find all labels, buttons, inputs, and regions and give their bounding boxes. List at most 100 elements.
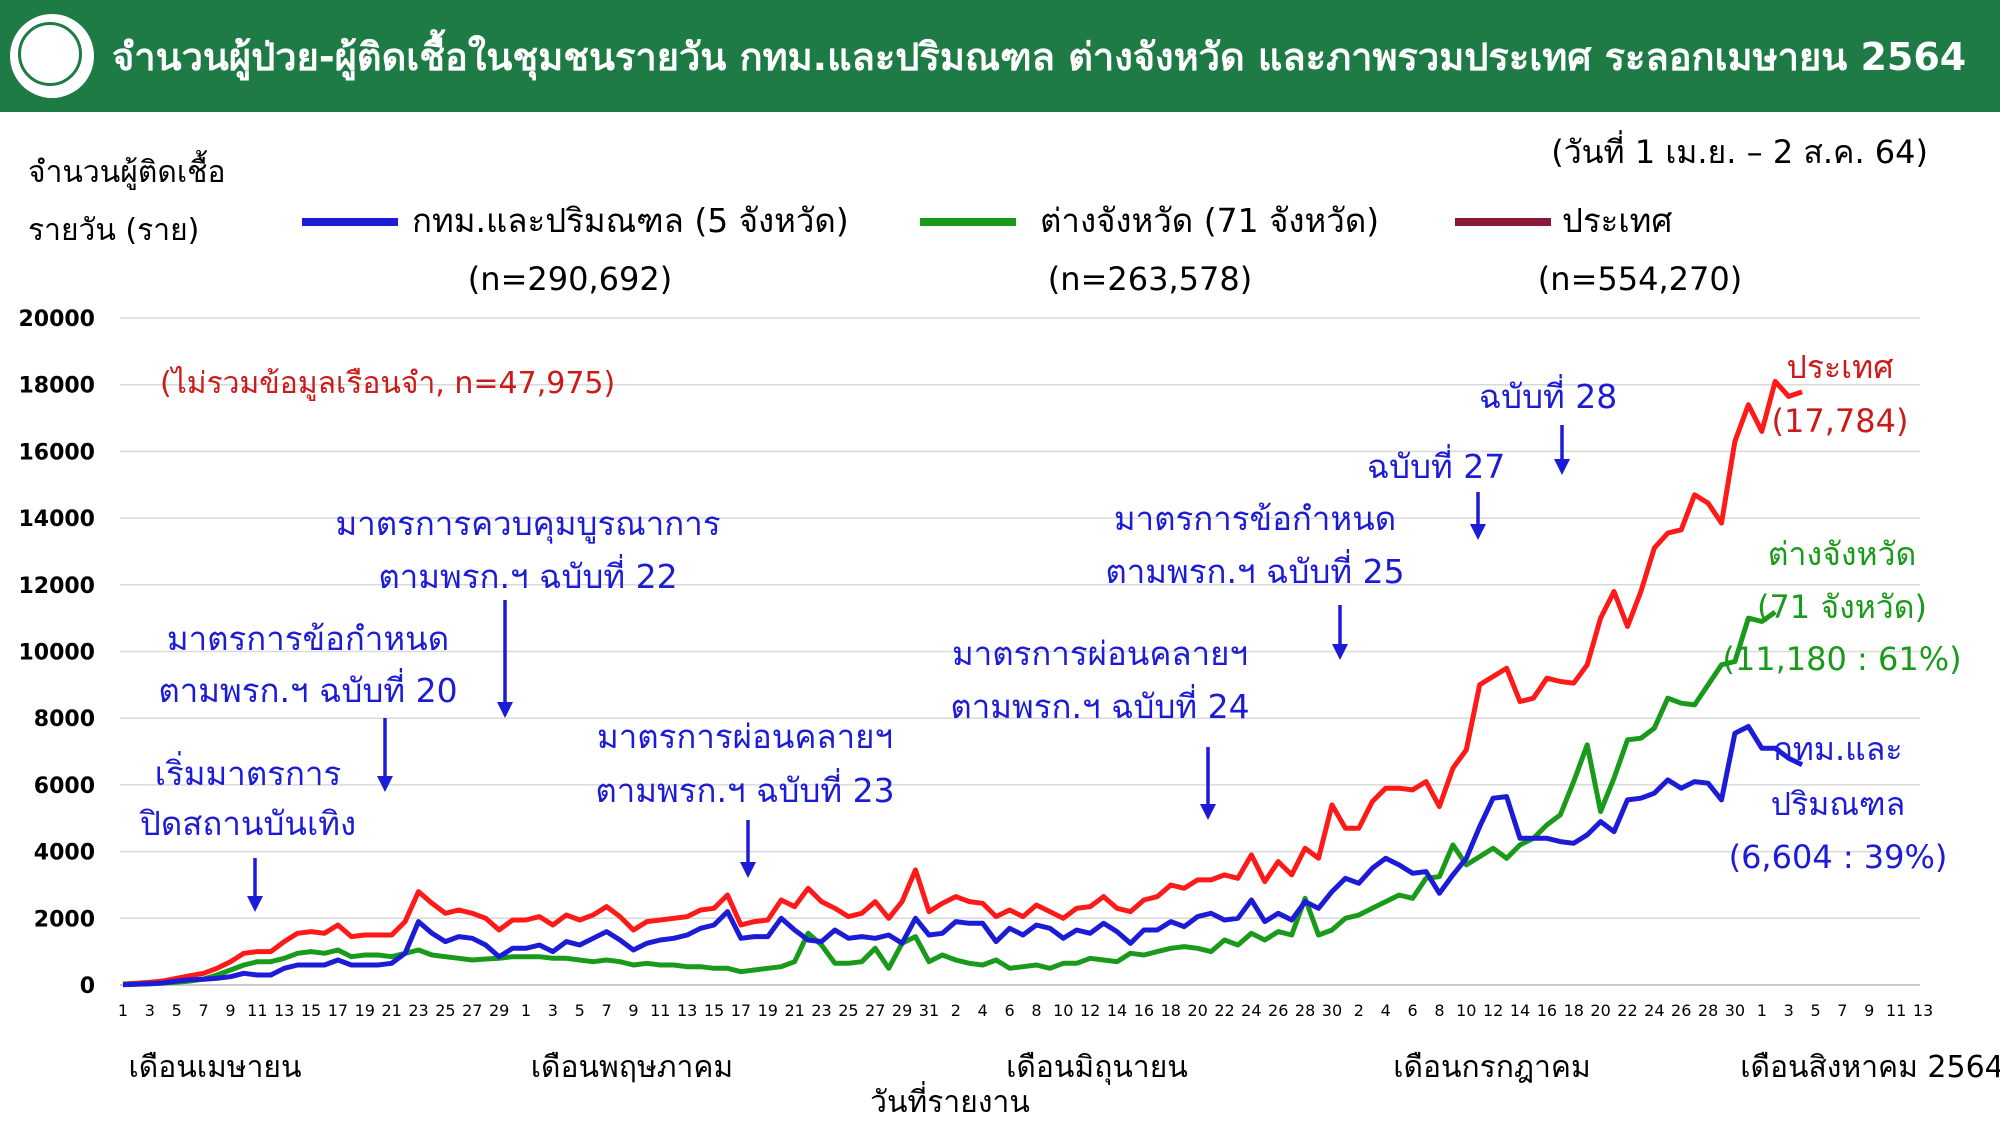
y-tick-label: 10000	[18, 641, 95, 666]
x-tick-label: 15	[301, 1001, 321, 1020]
arrow-head	[247, 896, 263, 912]
annotation-text: มาตรการควบคุมบูรณาการ	[335, 504, 720, 544]
x-tick-label: 26	[1671, 1001, 1691, 1020]
series-end-label: ปริมณฑล	[1771, 785, 1905, 823]
x-tick-label: 20	[1187, 1001, 1207, 1020]
legend-count: (n=290,692)	[468, 260, 672, 298]
x-tick-label: 24	[1644, 1001, 1664, 1020]
x-tick-label: 9	[1864, 1001, 1874, 1020]
annotation-text: มาตรการข้อกำหนด	[1114, 499, 1396, 538]
x-tick-label: 19	[355, 1001, 375, 1020]
note-text: (ไม่รวมข้อมูลเรือนจำ, n=47,975)	[160, 365, 615, 401]
x-tick-label: 13	[274, 1001, 294, 1020]
month-label: เดือนสิงหาคม 2564	[1740, 1050, 2000, 1085]
annotation-text: เริ่มมาตรการ	[155, 751, 341, 793]
x-tick-label: 28	[1295, 1001, 1315, 1020]
x-tick-label: 16	[1537, 1001, 1557, 1020]
x-tick-label: 22	[1617, 1001, 1637, 1020]
x-tick-label: 31	[919, 1001, 939, 1020]
annotation-text: ตามพรก.ฯ ฉบับที่ 25	[1105, 549, 1404, 591]
x-tick-label: 3	[145, 1001, 155, 1020]
y-axis-label: รายวัน (ราย)	[28, 213, 199, 248]
x-tick-label: 7	[1837, 1001, 1847, 1020]
date-range-label: (วันที่ 1 เม.ย. – 2 ส.ค. 64)	[1551, 130, 1928, 171]
x-tick-label: 9	[225, 1001, 235, 1020]
x-tick-label: 5	[575, 1001, 585, 1020]
page-title: จำนวนผู้ป่วย-ผู้ติดเชื้อในชุมชนรายวัน กท…	[112, 35, 1967, 79]
x-tick-label: 25	[435, 1001, 455, 1020]
y-axis-ticks: 0 2000 4000 6000 8000 10000 12000 14000 16000 180…	[18, 307, 95, 999]
x-tick-label: 18	[1161, 1001, 1181, 1020]
series-end-label: ต่างจังหวัด	[1768, 535, 1917, 573]
y-tick-label: 4000	[34, 841, 95, 866]
y-tick-label: 6000	[34, 774, 95, 799]
x-tick-label: 3	[1784, 1001, 1794, 1020]
x-tick-label: 14	[1107, 1001, 1127, 1020]
y-tick-label: 20000	[18, 307, 95, 332]
x-tick-label: 26	[1268, 1001, 1288, 1020]
y-tick-label: 16000	[18, 440, 95, 465]
x-axis-ticks: 1 3 5 7 9 11 13 15 17 19 21 23 25 27 29 1 3 5 7 9 11 13 15 17 19…	[118, 1001, 1933, 1020]
series-end-label: (71 จังหวัด)	[1757, 588, 1927, 626]
annotation-text: มาตรการผ่อนคลายฯ	[597, 717, 893, 756]
series-end-label: (11,180 : 61%)	[1722, 640, 1961, 678]
x-tick-label: 19	[758, 1001, 778, 1020]
x-tick-label: 20	[1590, 1001, 1610, 1020]
x-tick-label: 9	[628, 1001, 638, 1020]
x-tick-label: 30	[1322, 1001, 1342, 1020]
x-tick-label: 17	[731, 1001, 751, 1020]
y-tick-label: 18000	[18, 374, 95, 399]
x-tick-label: 22	[1214, 1001, 1234, 1020]
x-tick-label: 7	[199, 1001, 209, 1020]
x-tick-label: 8	[1434, 1001, 1444, 1020]
x-tick-label: 6	[1004, 1001, 1014, 1020]
x-tick-label: 4	[1381, 1001, 1391, 1020]
y-tick-label: 8000	[34, 707, 95, 732]
x-tick-label: 11	[1886, 1001, 1906, 1020]
x-tick-label: 11	[650, 1001, 670, 1020]
x-tick-label: 24	[1241, 1001, 1261, 1020]
legend: กทม.และปริมณฑล (5 จังหวัด) (n=290,692) ต่า…	[302, 201, 1742, 298]
y-tick-label: 0	[80, 974, 95, 999]
arrow-head	[1200, 804, 1216, 820]
gridlines	[120, 317, 1920, 986]
x-tick-label: 4	[978, 1001, 988, 1020]
x-tick-label: 1	[521, 1001, 531, 1020]
x-tick-label: 14	[1510, 1001, 1530, 1020]
month-label: เดือนเมษายน	[129, 1050, 302, 1085]
annotation-text: มาตรการผ่อนคลายฯ	[952, 634, 1248, 673]
series-end-label: (6,604 : 39%)	[1729, 838, 1948, 876]
annotation-text: ปิดสถานบันเทิง	[139, 804, 357, 843]
header-bar: จำนวนผู้ป่วย-ผู้ติดเชื้อในชุมชนรายวัน กท…	[0, 0, 2000, 112]
x-tick-label: 3	[548, 1001, 558, 1020]
x-tick-label: 8	[1031, 1001, 1041, 1020]
x-tick-label: 2	[1354, 1001, 1364, 1020]
x-tick-label: 17	[328, 1001, 348, 1020]
x-tick-label: 21	[381, 1001, 401, 1020]
series-end-label: ประเทศ	[1786, 348, 1893, 386]
x-tick-label: 29	[892, 1001, 912, 1020]
x-tick-label: 10	[1053, 1001, 1073, 1020]
annotation-text: มาตรการข้อกำหนด	[167, 619, 449, 658]
series-lines	[122, 378, 1804, 988]
x-tick-label: 25	[838, 1001, 858, 1020]
x-tick-label: 1	[1757, 1001, 1767, 1020]
annotation-text: ฉบับที่ 28	[1479, 374, 1618, 416]
y-tick-label: 12000	[18, 574, 95, 599]
annotation-text: ตามพรก.ฯ ฉบับที่ 22	[378, 554, 677, 596]
y-tick-label: 2000	[34, 907, 95, 932]
x-tick-label: 10	[1456, 1001, 1476, 1020]
x-tick-label: 5	[172, 1001, 182, 1020]
y-axis-label: จำนวนผู้ติดเชื้อ	[28, 150, 225, 190]
x-tick-label: 5	[1810, 1001, 1820, 1020]
legend-count: (n=554,270)	[1538, 260, 1742, 298]
annotation-text: ตามพรก.ฯ ฉบับที่ 20	[158, 668, 457, 710]
x-tick-label: 2	[951, 1001, 961, 1020]
x-tick-label: 11	[247, 1001, 267, 1020]
month-label: เดือนพฤษภาคม	[531, 1050, 733, 1085]
arrow-head	[497, 702, 513, 718]
arrow-head	[740, 862, 756, 878]
